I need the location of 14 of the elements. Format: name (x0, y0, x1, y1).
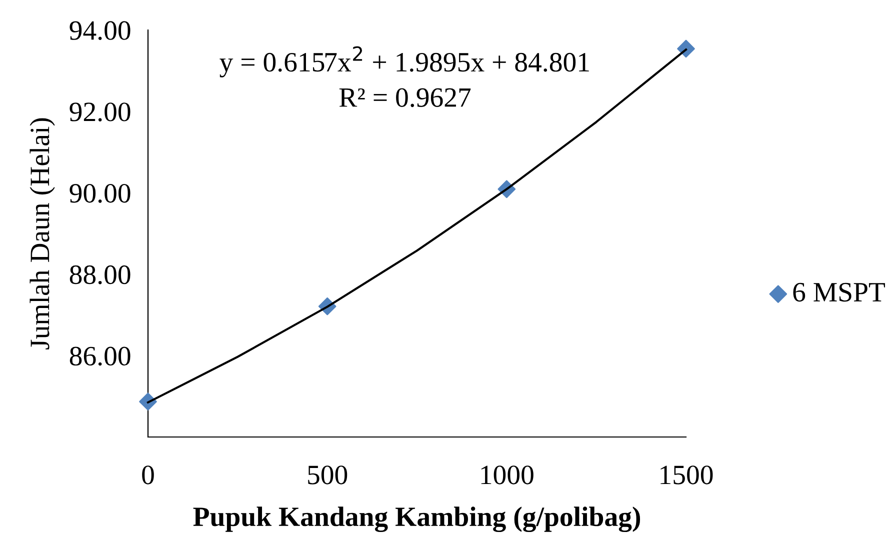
y-tick-label: 90.00 (70, 184, 130, 203)
annotation: R² = 0.9627 (339, 88, 471, 108)
x-tick-label: 1000 (481, 466, 534, 484)
legend-label: 6 MSPT (793, 282, 885, 302)
x-axis-title: Pupuk Kandang Kambing (g/polibag) (193, 506, 640, 532)
x-tick-label: 0 (142, 466, 154, 484)
x-tick-label: 500 (308, 466, 348, 484)
y-tick-label: 88.00 (70, 265, 130, 284)
y-tick-label: 86.00 (70, 346, 130, 366)
y-tick-label: 94.00 (70, 21, 130, 40)
x-tick-label: 1500 (660, 466, 713, 484)
annotation: y = 0.6157x$^{2}$ + 1.9895x + 84.801 (220, 46, 589, 78)
y-axis-title: Jumlah Daun (Helai) (30, 118, 55, 350)
y-tick-label: 92.00 (70, 102, 130, 122)
